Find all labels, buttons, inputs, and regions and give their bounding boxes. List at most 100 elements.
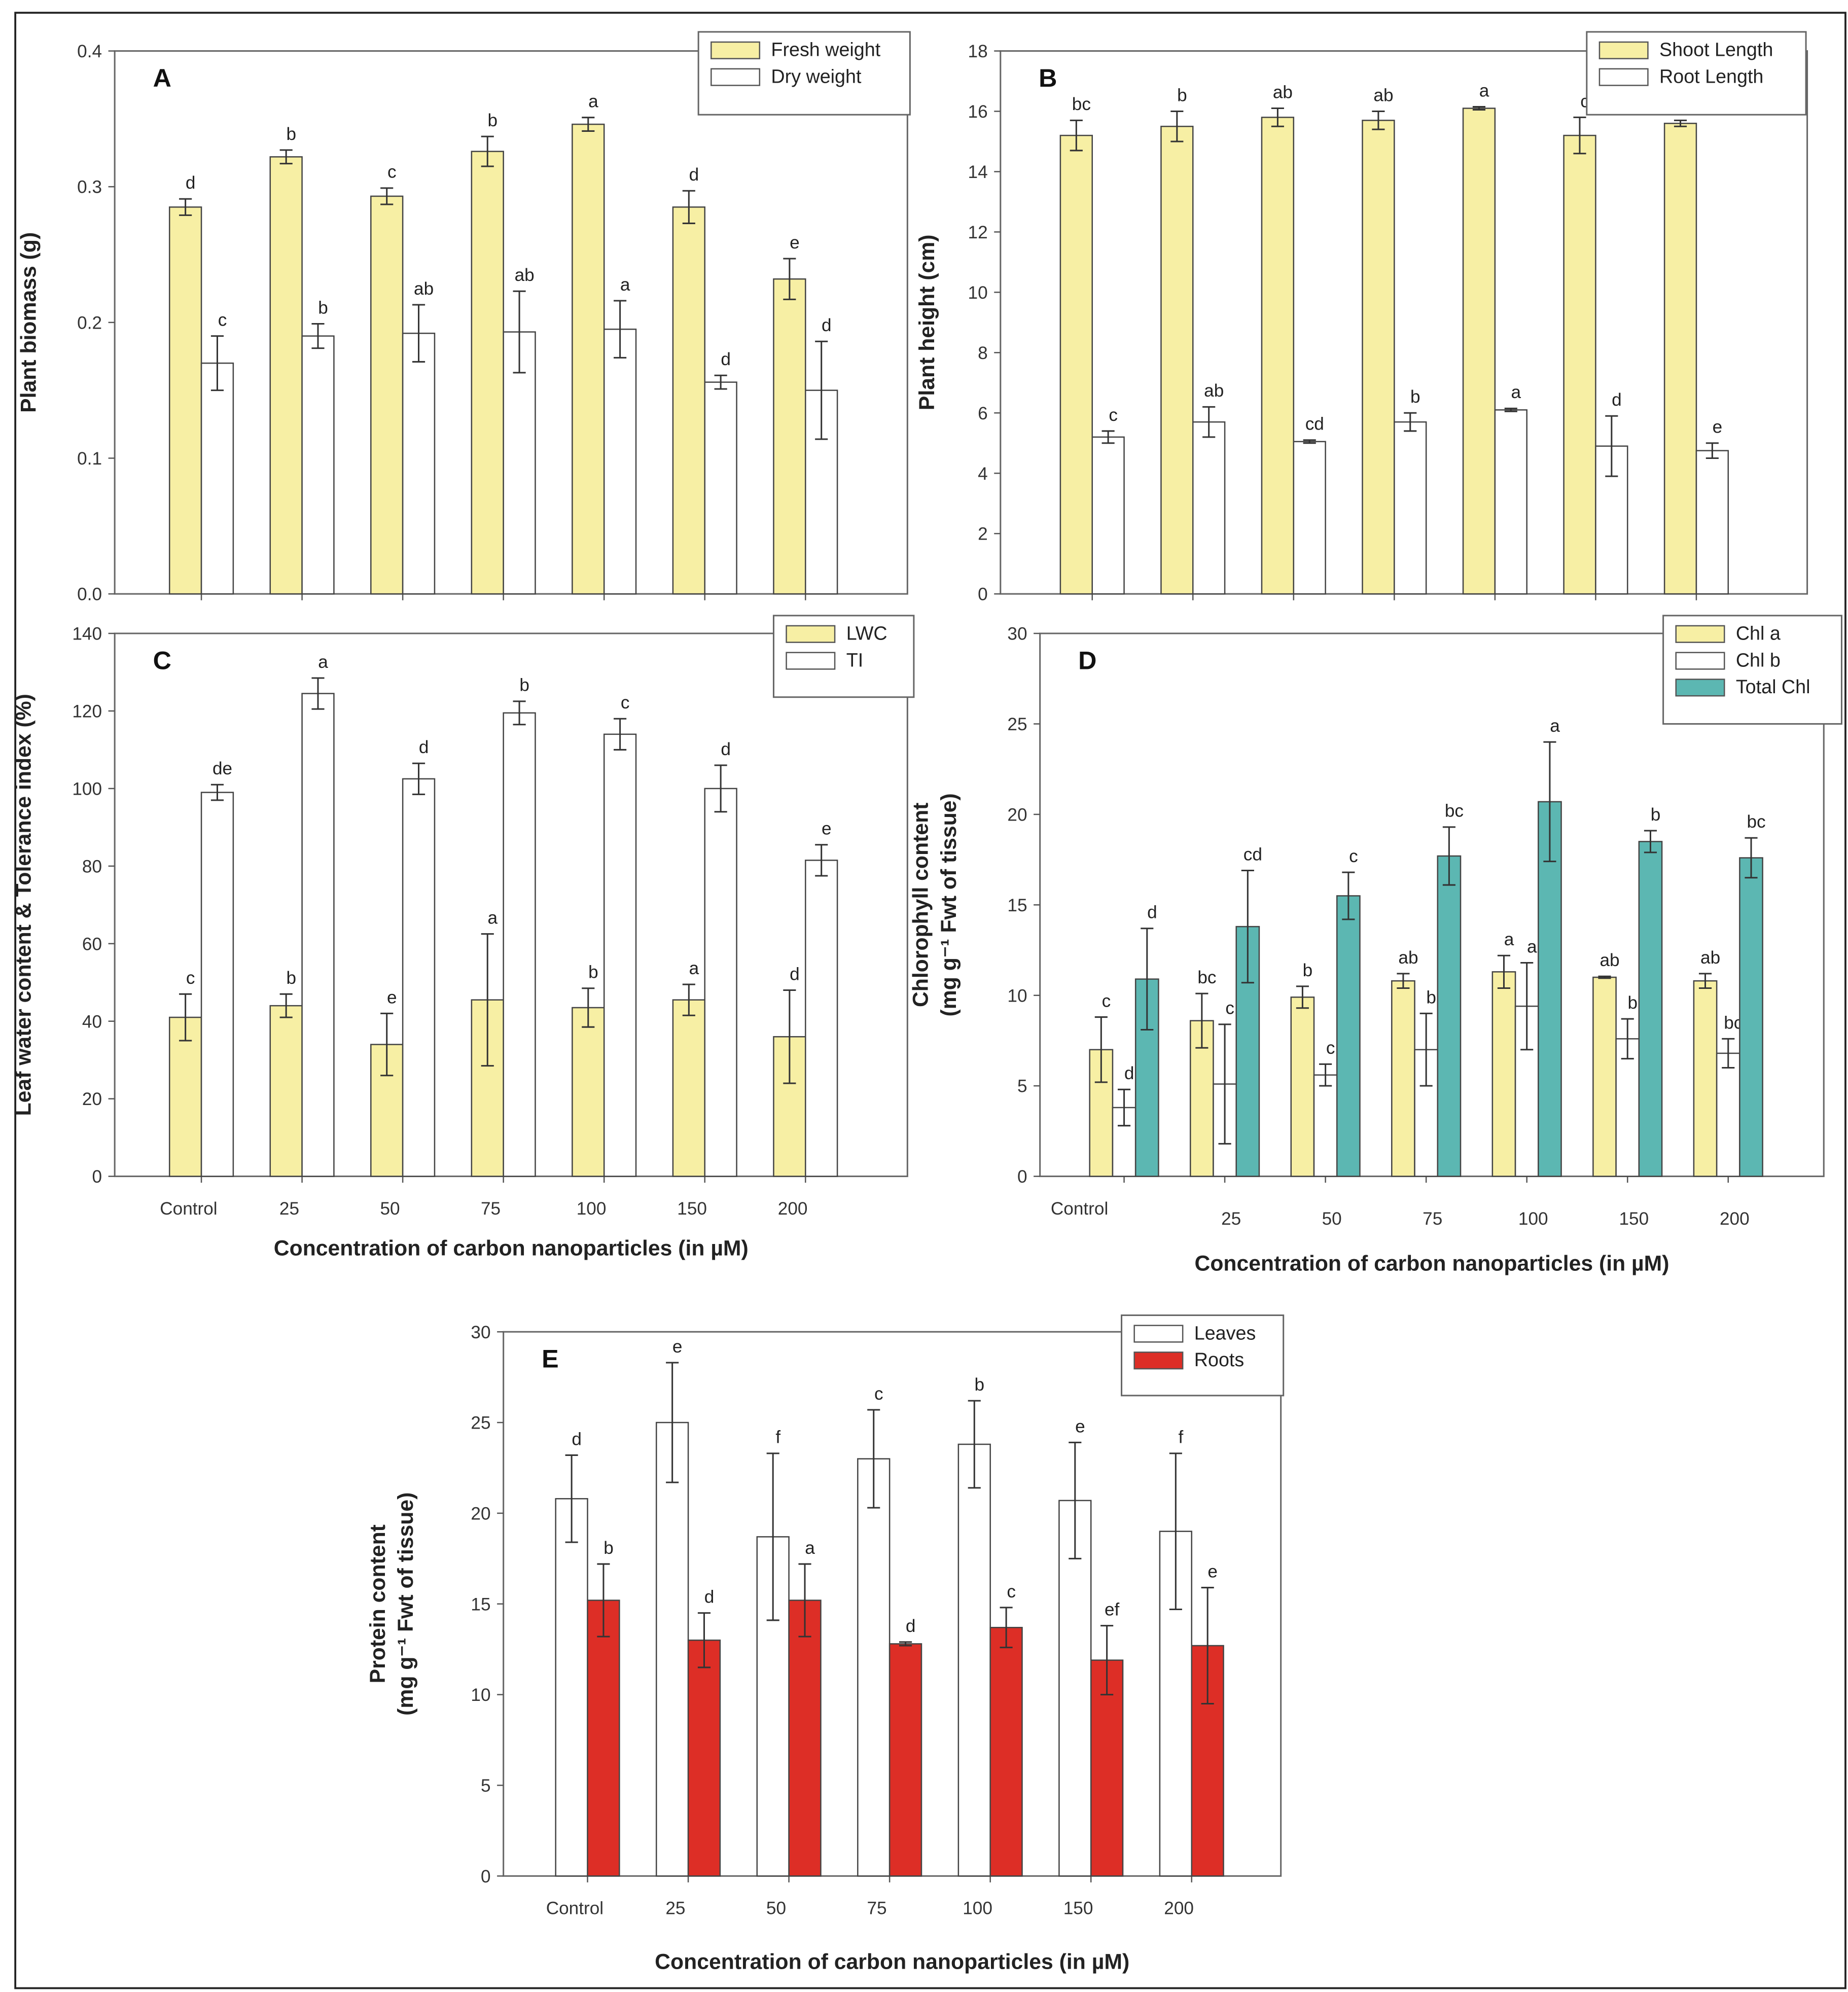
legend-label: Dry weight — [771, 65, 862, 87]
significance-letter: e — [822, 819, 832, 839]
legend: Fresh weight Dry weight — [697, 31, 911, 116]
y-tick-label: 30 — [1007, 624, 1027, 644]
bar-dry-weight — [704, 381, 737, 595]
bar-chl-a — [1391, 980, 1415, 1177]
significance-letter: c — [1225, 999, 1234, 1018]
significance-letter: ab — [515, 265, 535, 285]
significance-letter: ab — [414, 279, 434, 299]
significance-letter: d — [572, 1429, 582, 1449]
bar-shoot-length — [1563, 134, 1596, 595]
x-tick-label: Control — [546, 1899, 603, 1918]
y-tick-label: 16 — [968, 102, 988, 122]
y-tick-label: 60 — [82, 934, 102, 954]
x-tick-label: Control — [160, 1199, 217, 1219]
significance-letter: c — [1102, 991, 1111, 1011]
significance-letter: d — [790, 964, 800, 984]
x-tick-label: 200 — [778, 1199, 808, 1219]
y-tick-label: 25 — [471, 1413, 490, 1433]
y-tick-label: 0.4 — [77, 42, 102, 61]
y-tick-label: 0 — [92, 1167, 102, 1187]
chart-panel-d: 0 5 10 15 20 25 30 D Chlorophyll content (mg g⁻¹ … — [909, 615, 1842, 1276]
legend-swatch — [1675, 625, 1725, 643]
significance-letter: e — [790, 233, 800, 253]
significance-letter: b — [1426, 987, 1436, 1007]
bar-chl-a — [1290, 997, 1315, 1177]
significance-letter: c — [1349, 846, 1358, 866]
legend-swatch — [1133, 1325, 1184, 1343]
x-tick-label: 200 — [1164, 1899, 1194, 1918]
bar-roots — [587, 1599, 620, 1877]
bar-chl-a — [1693, 980, 1718, 1177]
x-tick-label: 50 — [380, 1199, 400, 1219]
y-tick-label: 0.0 — [77, 585, 102, 604]
significance-letter: ab — [1398, 948, 1418, 968]
x-tick-label: 150 — [1619, 1209, 1649, 1229]
significance-letter: ab — [1204, 381, 1224, 401]
x-tick-label: 25 — [1221, 1209, 1241, 1229]
significance-letter: d — [1124, 1063, 1134, 1083]
significance-letter: c — [186, 968, 195, 988]
legend-swatch — [1598, 68, 1649, 86]
y-tick-label: 30 — [471, 1323, 490, 1342]
y-tick-label: 15 — [1007, 896, 1027, 915]
bar-lwc — [672, 999, 706, 1177]
significance-letter: b — [588, 963, 598, 982]
legend-swatch — [710, 68, 761, 86]
significance-letter: ef — [1105, 1600, 1120, 1620]
significance-letter: cd — [1243, 844, 1262, 864]
x-tick-label: 100 — [1518, 1209, 1548, 1229]
y-tick-label: 6 — [978, 404, 988, 423]
significance-letter: b — [975, 1375, 985, 1395]
significance-letter: e — [672, 1337, 683, 1357]
chart-panel-c: 0 20 40 60 80 100 120 140 C Leaf water content & … — [11, 615, 915, 1260]
significance-letter: cd — [1305, 414, 1324, 434]
bar-roots — [889, 1643, 922, 1877]
significance-letter: c — [387, 162, 397, 182]
bar-root-length — [1293, 441, 1326, 595]
significance-letter: c — [621, 693, 630, 713]
bar-fresh-weight — [168, 206, 202, 595]
legend-label: Fresh weight — [771, 39, 880, 60]
bar-root-length — [1091, 436, 1125, 595]
significance-letter: e — [1713, 417, 1723, 437]
significance-letter: ab — [1273, 82, 1293, 102]
figure-frame — [14, 12, 1846, 1989]
bar-lwc — [572, 1007, 605, 1177]
bar-chl-b — [1615, 1038, 1640, 1177]
x-tick-label: 200 — [1720, 1209, 1750, 1229]
y-tick-label: 10 — [471, 1685, 490, 1705]
bar-ti — [704, 788, 737, 1177]
x-tick-label: 50 — [1322, 1209, 1342, 1229]
bar-dry-weight — [402, 332, 436, 595]
legend-label: Leaves — [1194, 1322, 1256, 1343]
bar-ti — [200, 792, 234, 1177]
legend-swatch — [1675, 679, 1725, 697]
y-tick-label: 10 — [968, 283, 988, 303]
y-tick-label: 25 — [1007, 715, 1027, 734]
significance-letter: a — [689, 958, 699, 978]
bar-total-chl — [1437, 855, 1462, 1177]
bar-leaves — [655, 1421, 689, 1877]
chart-panel-e: 0 5 10 15 20 25 30 E Protein content (mg g⁻¹ Fwt … — [366, 1314, 1285, 1974]
bar-root-length — [1394, 421, 1427, 595]
significance-letter: c — [874, 1384, 883, 1404]
bar-ti — [603, 733, 637, 1177]
significance-letter: de — [212, 759, 232, 778]
significance-letter: b — [1177, 85, 1187, 105]
bar-dry-weight — [200, 362, 234, 595]
significance-letter: b — [1303, 961, 1313, 980]
bar-fresh-weight — [672, 206, 706, 595]
bar-total-chl — [1638, 841, 1663, 1177]
significance-letter: b — [1628, 993, 1638, 1013]
bar-chl-b — [1313, 1074, 1338, 1177]
legend: Shoot Length Root Length — [1586, 31, 1807, 116]
y-tick-label: 20 — [82, 1089, 102, 1109]
bar-ti — [503, 712, 536, 1177]
bar-shoot-length — [1059, 134, 1093, 595]
y-axis-label: Protein content — [366, 1524, 390, 1683]
x-tick-label: 150 — [677, 1199, 707, 1219]
bar-fresh-weight — [572, 123, 605, 595]
x-tick-label: 150 — [1063, 1899, 1093, 1918]
legend-label: LWC — [846, 623, 887, 644]
